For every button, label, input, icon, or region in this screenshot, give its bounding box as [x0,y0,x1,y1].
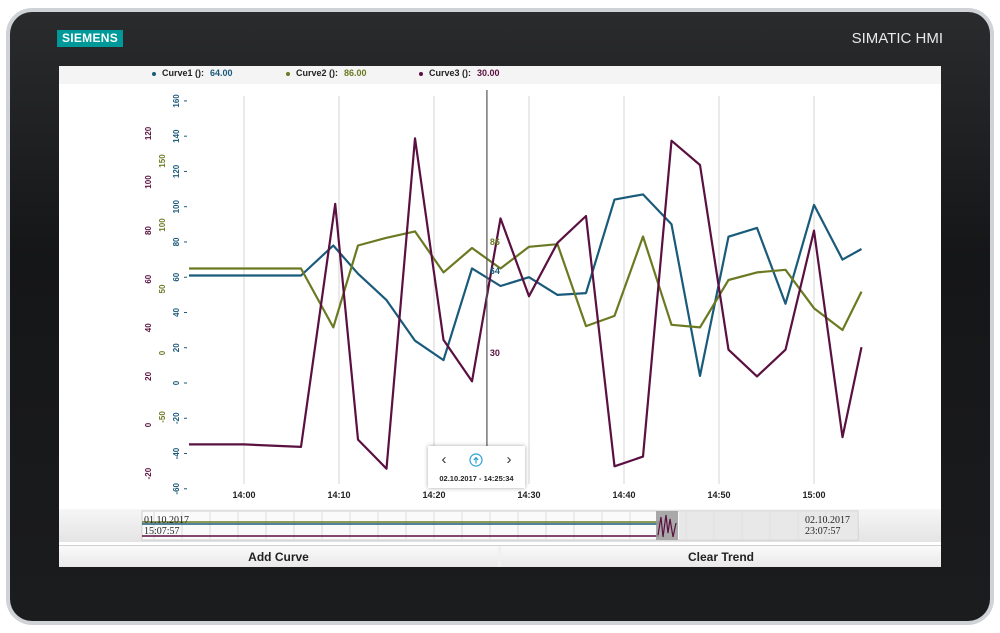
x-tick-label: 14:10 [327,490,350,500]
y-tick-label: -50 [158,411,167,423]
y-tick-label: -20 [144,467,153,479]
y-tick-label: 60 [172,272,181,281]
x-tick-label: 14:40 [612,490,635,500]
y-tick-label: 20 [172,343,181,352]
add-curve-button[interactable]: Add Curve [59,546,498,567]
y-tick-label: 20 [144,371,153,380]
y-tick-label: -20 [172,412,181,424]
curve1-dot-icon [152,71,156,76]
legend-curve3-name: Curve3 [429,68,460,78]
chevron-right-icon[interactable]: › [506,451,512,468]
button-bar: Add Curve Clear Trend [59,545,941,567]
overview-end-date: 02.10.2017 [805,515,850,526]
x-tick-label: 14:00 [232,490,255,500]
overview-end: 02.10.2017 23:07:57 [805,515,850,537]
legend-curve1-name: Curve1 [162,68,193,78]
legend-curve3-value: 30.00 [477,68,500,78]
series-curve3-line [189,137,863,470]
legend-curve1[interactable]: Curve1 (): 64.00 [152,68,233,78]
overview-shaded-region [679,511,858,540]
x-tick-label: 14:50 [707,490,730,500]
overview-strip[interactable] [59,509,941,542]
overview-end-time: 23:07:57 [805,526,841,537]
y-tick-label: 80 [172,237,181,246]
y-tick-label: 50 [158,284,167,293]
cursor-value-label: 64 [490,266,500,276]
overview-window-signal [657,514,677,538]
trend-navigator: ‹ › 02.10.2017 - 14:25:34 [428,446,525,488]
legend-curve2-value: 86.00 [344,68,367,78]
y-tick-label: 60 [144,274,153,283]
trend-overview[interactable]: 01.10.2017 15:07:57 02.10.2017 23:07:57 [59,509,941,542]
legend-curve3[interactable]: Curve3 (): 30.00 [419,68,500,78]
y-tick-label: 100 [172,199,181,213]
legend-curve2[interactable]: Curve2 (): 86.00 [286,68,367,78]
legend-curve2-unit: (): [329,68,339,78]
series-curve1-line [189,193,863,377]
y-tick-label: 140 [172,129,181,143]
x-tick-label: 15:00 [802,490,825,500]
y-tick-label: 0 [144,422,153,427]
cursor-timestamp: 02.10.2017 - 14:25:34 [439,474,514,483]
cursor-value-label: 30 [490,348,500,358]
y-tick-label: -40 [172,447,181,459]
siemens-logo: SIEMENS [57,30,123,47]
cursor-value-label: 86 [490,237,500,247]
y-tick-label: 120 [144,126,153,140]
y-tick-label: 0 [172,380,181,385]
legend-curve3-unit: (): [462,68,472,78]
overview-start: 01.10.2017 15:07:57 [144,515,189,537]
y-tick-label: 150 [158,154,167,168]
legend-curve1-value: 64.00 [210,68,233,78]
trend-screen: Curve1 (): 64.00 Curve2 (): 86.00 Curve3 (… [59,66,941,567]
curve2-dot-icon [286,71,290,76]
simatic-hmi-label: SIMATIC HMI [851,30,943,47]
y-tick-label: 100 [144,175,153,189]
x-tick-label: 14:30 [517,490,540,500]
clear-trend-button[interactable]: Clear Trend [501,546,941,567]
trend-plot[interactable]: 14:00 14:10 14:20 14:30 14:40 14:50 15:00 160 14… [59,66,941,509]
curve3-dot-icon [419,71,423,76]
overview-start-date: 01.10.2017 [144,515,189,526]
y-tick-label: 40 [144,323,153,332]
overview-start-time: 15:07:57 [144,526,180,537]
y-tick-label: 40 [172,307,181,316]
y-tick-label: 80 [144,226,153,235]
chevron-left-icon[interactable]: ‹ [441,451,447,468]
legend-curve2-name: Curve2 [296,68,327,78]
y-tick-label: 0 [158,350,167,355]
legend-curve1-unit: (): [195,68,205,78]
info-circle-icon[interactable] [468,452,484,468]
trend-legend: Curve1 (): 64.00 Curve2 (): 86.00 Curve3 (… [59,66,941,84]
x-tick-label: 14:20 [422,490,445,500]
y-tick-label: -60 [172,482,181,494]
y-tick-label: 160 [172,94,181,108]
y-tick-label: 120 [172,164,181,178]
y-tick-label: 100 [158,218,167,232]
